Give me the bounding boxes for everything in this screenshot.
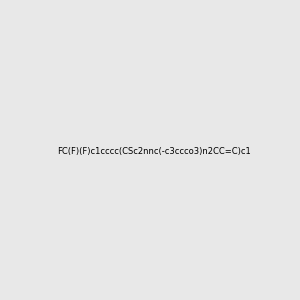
Text: FC(F)(F)c1cccc(CSc2nnc(-c3ccco3)n2CC=C)c1: FC(F)(F)c1cccc(CSc2nnc(-c3ccco3)n2CC=C)c…: [57, 147, 250, 156]
